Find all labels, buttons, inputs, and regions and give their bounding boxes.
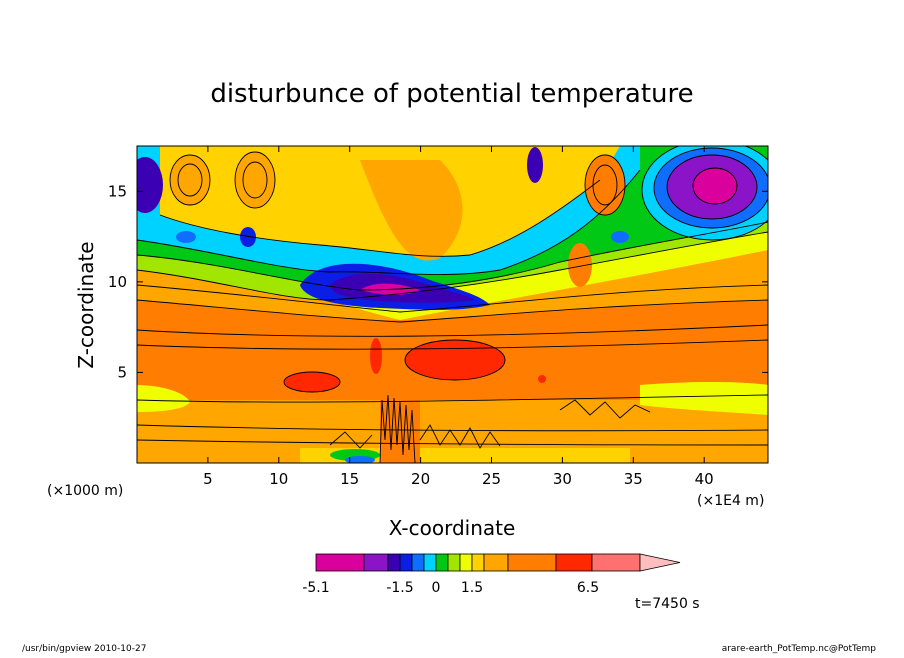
colorbar-segment (363, 553, 389, 572)
x-tick-label: 30 (553, 470, 572, 488)
colorbar-label: -1.5 (386, 580, 413, 596)
blob-orange-3 (585, 155, 625, 215)
colorbar-segment (591, 553, 641, 572)
minimum-right-core (693, 168, 737, 204)
maximum-1 (284, 372, 340, 392)
region-yellow-right (640, 381, 768, 415)
x-tick-label: 10 (269, 470, 288, 488)
blob-blue-top (527, 147, 543, 183)
x-tick-label: 40 (695, 470, 714, 488)
colorbar-segment (555, 553, 593, 572)
blob-blue-3 (611, 231, 629, 243)
blob-orange-1 (170, 155, 210, 205)
x-tick-label: 35 (624, 470, 643, 488)
x-tick-label: 15 (340, 470, 359, 488)
colorbar-segment (423, 553, 437, 572)
blob-orange-4 (568, 243, 592, 287)
plot-area (136, 145, 769, 464)
minimum-left (137, 157, 163, 213)
colorbar-segment (387, 553, 401, 572)
colorbar-segment (447, 553, 461, 572)
maximum-4 (538, 375, 546, 383)
colorbar-segment (399, 553, 413, 572)
surface-patch-blue (345, 456, 375, 463)
chart-title: disturbunce of potential temperature (210, 79, 693, 109)
y-axis-title: Z-coordinate (74, 241, 98, 368)
colorbar-segment (315, 553, 365, 572)
colorbar-label: 0 (432, 580, 441, 596)
colorbar-label: 1.5 (461, 580, 483, 596)
colorbar-segment (459, 553, 473, 572)
x-scale-note: (×1E4 m) (697, 493, 764, 509)
colorbar-label: 6.5 (577, 580, 599, 596)
maximum-3 (405, 340, 505, 380)
colorbar-segment (507, 553, 557, 572)
colorbar-segment (483, 553, 509, 572)
colorbar-segment (435, 553, 449, 572)
colorbar-segment (471, 553, 485, 572)
colorbar-labels: -5.1 -1.5 0 1.5 6.5 (302, 580, 599, 596)
y-tick-label: 15 (108, 182, 127, 200)
blob-blue-2 (176, 231, 196, 243)
colorbar-label: -5.1 (302, 580, 329, 596)
region-orange-mid (137, 300, 768, 330)
colorbar (315, 553, 681, 572)
plot-frame (136, 145, 769, 464)
region-orange-upper (360, 160, 463, 261)
x-tick-label: 25 (482, 470, 501, 488)
time-annotation: t=7450 s (635, 596, 700, 612)
x-unit-label: (×1000 m) (47, 483, 123, 499)
maximum-2 (370, 338, 382, 374)
x-tick-label: 20 (411, 470, 430, 488)
footer-right: arare-earth_PotTemp.nc@PotTemp (722, 644, 877, 654)
region-yellow-left (137, 385, 190, 412)
colorbar-segment (411, 553, 425, 572)
x-axis-title: X-coordinate (389, 516, 516, 540)
y-tick-label: 10 (108, 273, 127, 291)
y-tick-label: 5 (117, 363, 127, 381)
contour-lines (137, 146, 768, 463)
colorbar-extend-arrow (639, 553, 681, 572)
blob-orange-2 (235, 152, 275, 208)
x-axis: 5 10 15 20 25 30 35 40 (203, 146, 714, 488)
footer-left: /usr/bin/gpview 2010-10-27 (22, 644, 146, 654)
x-tick-label: 5 (203, 470, 213, 488)
y-axis: 5 10 15 (108, 182, 768, 381)
